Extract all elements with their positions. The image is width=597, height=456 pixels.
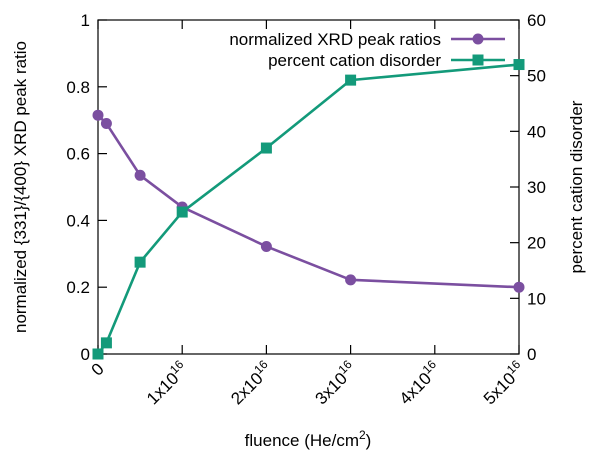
- legend-marker-1: [472, 54, 484, 66]
- y-right-tick-label: 10: [527, 289, 546, 308]
- y-right-tick-label: 20: [527, 234, 546, 253]
- legend-label-1: percent cation disorder: [268, 51, 441, 70]
- series-layer: [92, 59, 525, 360]
- data-point: [92, 109, 104, 121]
- y-left-tick-label: 0.6: [66, 145, 90, 164]
- y-left-tick-label: 0.8: [66, 78, 90, 97]
- y-right-tick-label: 0: [527, 345, 536, 364]
- data-point: [134, 169, 146, 181]
- x-tick-label-base: 0: [88, 359, 108, 379]
- x-tick-label: 4x1016: [394, 357, 445, 408]
- ticks-layer: 0 1x10162x10163x10164x10165x101600.20.40.…: [66, 11, 546, 408]
- x-tick-label: 5x1016: [478, 357, 529, 408]
- y-left-tick-label: 0.2: [66, 278, 90, 297]
- data-point: [92, 348, 104, 360]
- y-left-tick-label: 1: [81, 11, 90, 30]
- series-0: [92, 109, 525, 293]
- series-0-line: [97, 114, 520, 289]
- y-right-tick-label: 50: [527, 67, 546, 86]
- axis-titles: fluence (He/cm2) normalized {331}/{400} …: [11, 41, 586, 450]
- y-right-tick-label: 60: [527, 11, 546, 30]
- legend-label-0: normalized XRD peak ratios: [229, 30, 441, 49]
- data-point: [260, 240, 272, 252]
- data-point: [100, 118, 112, 130]
- series-1-line: [96, 63, 520, 355]
- legend-marker-0: [472, 33, 484, 45]
- x-tick-label: 2x1016: [225, 357, 276, 408]
- x-tick-label: 3x1016: [309, 357, 360, 408]
- data-point: [345, 74, 357, 86]
- data-point: [100, 337, 112, 349]
- y-left-tick-label: 0.4: [66, 211, 90, 230]
- x-axis-title: fluence (He/cm2): [245, 428, 372, 450]
- data-point: [176, 206, 188, 218]
- x-tick-label: 0: [88, 359, 108, 379]
- data-point: [134, 256, 146, 268]
- series-1: [92, 59, 525, 360]
- data-point: [260, 142, 272, 154]
- legend: normalized XRD peak ratios percent cation…: [229, 30, 505, 70]
- y-right-tick-label: 40: [527, 122, 546, 141]
- data-point: [513, 59, 525, 71]
- data-point: [345, 274, 357, 286]
- y-left-tick-label: 0: [81, 345, 90, 364]
- x-tick-label: 1x1016: [141, 357, 192, 408]
- y-axis-left-title: normalized {331}/{400} XRD peak ratio: [11, 41, 30, 333]
- y-right-tick-label: 30: [527, 178, 546, 197]
- y-axis-right-title: percent cation disorder: [567, 100, 586, 273]
- data-point: [513, 281, 525, 293]
